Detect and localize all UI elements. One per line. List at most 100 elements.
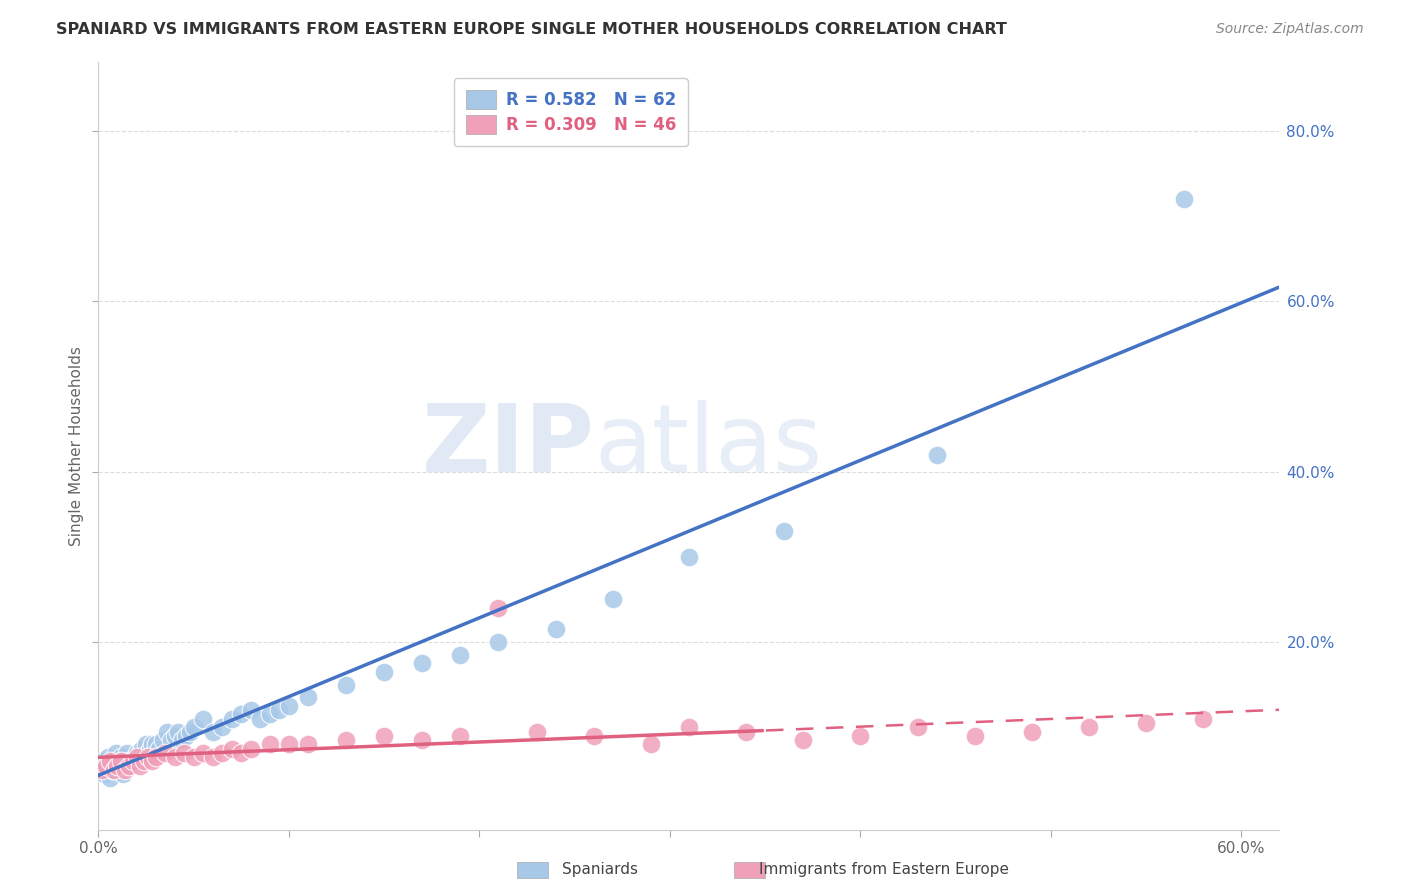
Text: ZIP: ZIP — [422, 400, 595, 492]
Point — [118, 758, 141, 772]
Point — [159, 733, 181, 747]
Point — [135, 737, 157, 751]
Point — [179, 724, 201, 739]
Point — [97, 750, 120, 764]
Point — [121, 755, 143, 769]
Point — [193, 712, 215, 726]
Text: atlas: atlas — [595, 400, 823, 492]
Point — [125, 750, 148, 764]
Point — [107, 758, 129, 772]
Point — [411, 657, 433, 671]
Point — [201, 724, 224, 739]
Point — [183, 720, 205, 734]
Point — [127, 755, 149, 769]
Point — [136, 750, 159, 764]
Point — [100, 763, 122, 777]
Point — [449, 729, 471, 743]
Point — [110, 755, 132, 769]
Point — [183, 750, 205, 764]
Point — [373, 729, 395, 743]
Point — [108, 755, 131, 769]
Point — [98, 772, 121, 786]
Point — [259, 737, 281, 751]
Point — [488, 635, 510, 649]
Point — [129, 746, 152, 760]
Point — [193, 746, 215, 760]
Point — [239, 741, 262, 756]
Point — [269, 703, 291, 717]
Point — [131, 741, 153, 756]
Point — [231, 746, 253, 760]
Point — [94, 758, 117, 772]
Point — [201, 750, 224, 764]
Point — [89, 763, 111, 777]
Point — [211, 746, 233, 760]
Point — [120, 758, 142, 772]
Point — [115, 746, 138, 760]
Point — [1135, 716, 1157, 731]
Point — [259, 707, 281, 722]
Point — [98, 755, 121, 769]
Point — [678, 549, 700, 564]
Point — [582, 729, 605, 743]
Point — [163, 729, 186, 743]
Legend: R = 0.582   N = 62, R = 0.309   N = 46: R = 0.582 N = 62, R = 0.309 N = 46 — [454, 78, 688, 146]
Point — [297, 690, 319, 705]
Point — [1173, 192, 1195, 206]
Point — [153, 746, 176, 760]
Point — [678, 720, 700, 734]
Point — [297, 737, 319, 751]
Point — [602, 592, 624, 607]
Point — [792, 733, 814, 747]
Point — [134, 755, 156, 769]
Point — [104, 746, 127, 760]
Point — [277, 698, 299, 713]
Point — [239, 703, 262, 717]
Point — [91, 755, 114, 769]
Point — [91, 763, 114, 777]
Point — [121, 755, 143, 769]
Point — [118, 755, 141, 769]
Point — [112, 767, 135, 781]
Point — [849, 729, 872, 743]
Point — [114, 763, 136, 777]
Point — [640, 737, 662, 751]
Point — [136, 746, 159, 760]
Point — [735, 724, 758, 739]
Point — [173, 746, 195, 760]
Y-axis label: Single Mother Households: Single Mother Households — [69, 346, 84, 546]
Point — [172, 733, 194, 747]
Text: Source: ZipAtlas.com: Source: ZipAtlas.com — [1216, 22, 1364, 37]
Point — [107, 758, 129, 772]
Point — [93, 767, 115, 781]
Point — [125, 746, 148, 760]
Point — [925, 448, 948, 462]
Point — [335, 678, 357, 692]
Point — [114, 758, 136, 772]
Point — [411, 733, 433, 747]
Point — [907, 720, 929, 734]
Text: Immigrants from Eastern Europe: Immigrants from Eastern Europe — [759, 863, 1010, 877]
Point — [231, 707, 253, 722]
Text: Spaniards: Spaniards — [562, 863, 638, 877]
Point — [526, 724, 548, 739]
Point — [373, 665, 395, 679]
Point — [142, 746, 165, 760]
Point — [488, 601, 510, 615]
Text: SPANIARD VS IMMIGRANTS FROM EASTERN EUROPE SINGLE MOTHER HOUSEHOLDS CORRELATION : SPANIARD VS IMMIGRANTS FROM EASTERN EURO… — [56, 22, 1007, 37]
Point — [449, 648, 471, 662]
Point — [221, 741, 243, 756]
Point — [211, 720, 233, 734]
Point — [103, 763, 125, 777]
Point — [141, 755, 163, 769]
Point — [103, 755, 125, 769]
Point — [1021, 724, 1043, 739]
Point — [335, 733, 357, 747]
Point — [139, 741, 162, 756]
Point — [221, 712, 243, 726]
Point — [163, 750, 186, 764]
Point — [277, 737, 299, 751]
Point — [249, 712, 271, 726]
Point — [1192, 712, 1215, 726]
Point — [145, 737, 167, 751]
